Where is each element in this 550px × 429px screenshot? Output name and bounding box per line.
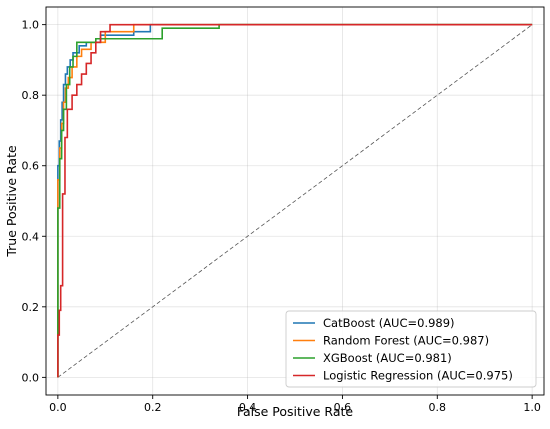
legend-label: Logistic Regression (AUC=0.975) [323, 369, 513, 383]
legend-label: CatBoost (AUC=0.989) [323, 316, 455, 330]
legend-box [285, 310, 537, 388]
series-lines [57, 23, 533, 378]
x-tick-label: 0.0 [49, 401, 67, 414]
y-tick-label: 0.6 [22, 160, 40, 173]
y-tick-label: 0.2 [22, 301, 40, 314]
series-line-xgboost [57, 23, 533, 378]
grid-lines [46, 7, 544, 395]
x-tick-label: 0.8 [429, 401, 447, 414]
x-axis-label: False Positive Rate [237, 404, 353, 419]
series-line-logistic-regression [57, 23, 533, 378]
axes-frame [45, 6, 545, 396]
legend-label: Random Forest (AUC=0.987) [323, 334, 489, 348]
x-tick-label: 0.2 [144, 401, 162, 414]
y-axis-label: True Positive Rate [4, 145, 19, 258]
chance-diagonal-line [57, 24, 533, 378]
y-tick-label: 0.4 [22, 230, 40, 243]
x-tick-label: 1.0 [523, 401, 541, 414]
y-tick-label: 0.0 [22, 371, 40, 384]
x-tick-label: 0.6 [334, 401, 352, 414]
legend-label: XGBoost (AUC=0.981) [323, 351, 452, 365]
y-tick-label: 1.0 [22, 19, 40, 32]
y-tick-label: 0.8 [22, 89, 40, 102]
legend: CatBoost (AUC=0.989) Random Forest (AUC=0… [285, 310, 537, 388]
x-tick-label: 0.4 [239, 401, 257, 414]
